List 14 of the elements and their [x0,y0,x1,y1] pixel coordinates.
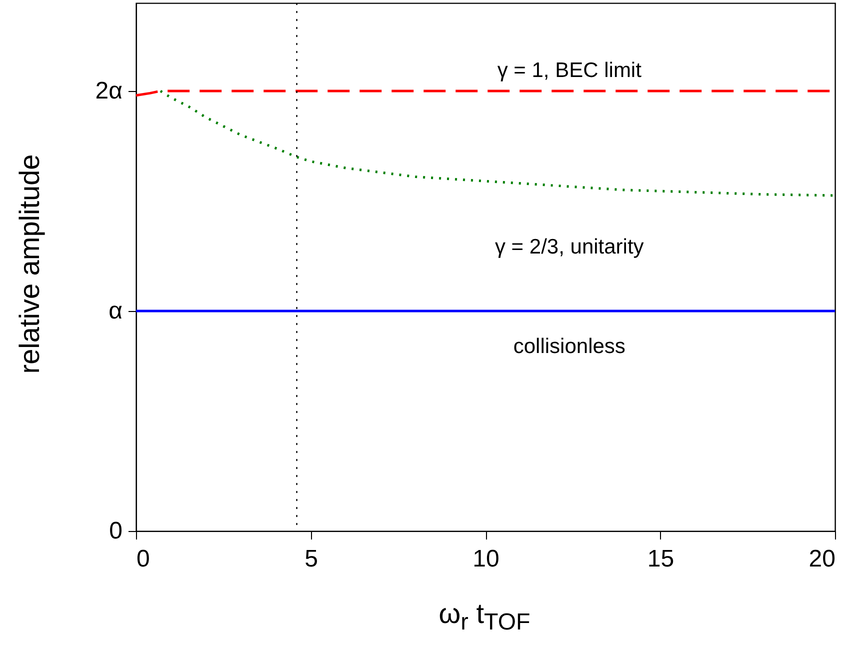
y-axis-title: relative amplitude [14,153,46,376]
y-tick-label: 2α [95,78,123,104]
y-tick-label: α [108,298,123,324]
text: γ = 2/3, unitarity [494,236,644,258]
x-tick-label: 5 [304,546,318,572]
x-axis-title: ω$_{r}$ t$_{TOF}$ [438,598,532,636]
series-label: γ = 1, BEC limit [497,59,642,82]
y-tick-label: 0 [109,518,122,544]
series-label: collisionless [513,335,626,358]
line-series [159,90,835,197]
x-tick-label: 15 [647,546,674,572]
x-tick-label: 20 [808,546,836,572]
x-tick-label: 0 [136,546,150,572]
x-tick-label: 10 [472,546,500,572]
